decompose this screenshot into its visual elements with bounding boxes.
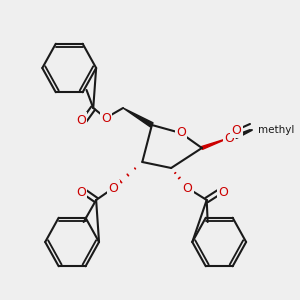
- Text: O: O: [76, 113, 86, 127]
- Polygon shape: [123, 108, 153, 127]
- Text: O: O: [76, 185, 86, 199]
- Polygon shape: [201, 138, 229, 149]
- Text: O: O: [232, 124, 242, 136]
- Text: O: O: [224, 133, 234, 146]
- Text: O: O: [182, 182, 192, 194]
- Text: methyl: methyl: [0, 299, 1, 300]
- Text: methoxy: methoxy: [0, 299, 1, 300]
- Text: O: O: [109, 182, 118, 194]
- Text: O: O: [101, 112, 111, 124]
- Text: methyl: methyl: [0, 299, 1, 300]
- Text: O: O: [176, 127, 186, 140]
- Text: O: O: [218, 185, 228, 199]
- Text: methyl: methyl: [258, 125, 294, 135]
